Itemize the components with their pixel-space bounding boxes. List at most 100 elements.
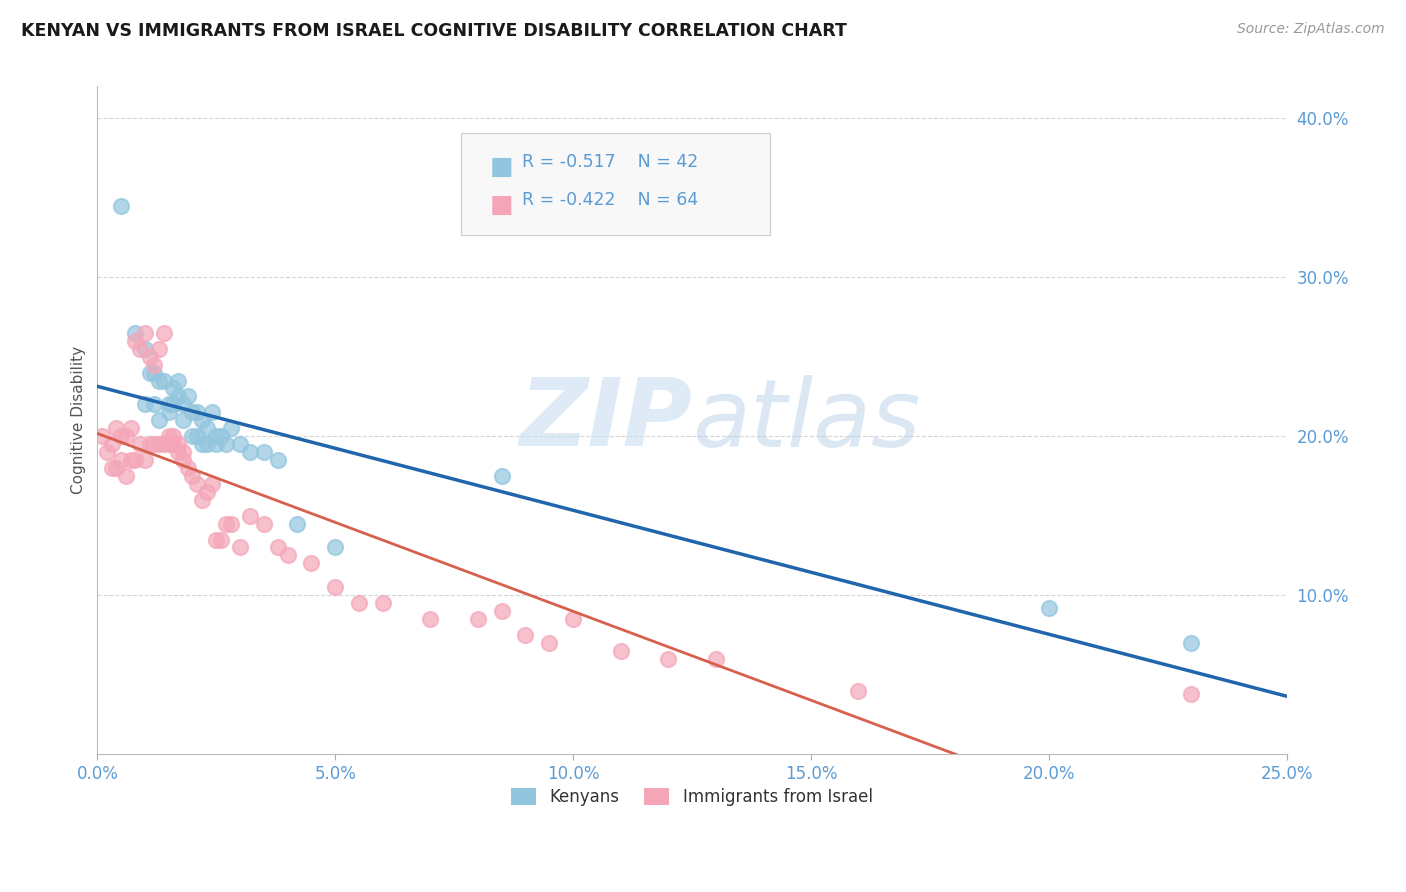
Point bbox=[120, 421, 142, 435]
Text: ■: ■ bbox=[489, 193, 513, 217]
Point bbox=[323, 580, 346, 594]
Point bbox=[195, 484, 218, 499]
Point bbox=[419, 612, 441, 626]
Point bbox=[110, 199, 132, 213]
Point bbox=[105, 461, 128, 475]
Point bbox=[491, 469, 513, 483]
Point bbox=[124, 334, 146, 348]
Point bbox=[181, 429, 204, 443]
Point bbox=[200, 476, 222, 491]
Point bbox=[848, 683, 870, 698]
Point bbox=[100, 437, 122, 451]
Point bbox=[110, 453, 132, 467]
Text: Source: ZipAtlas.com: Source: ZipAtlas.com bbox=[1237, 22, 1385, 37]
Point bbox=[195, 437, 218, 451]
Point bbox=[138, 350, 160, 364]
Point bbox=[172, 445, 194, 459]
Point bbox=[129, 437, 152, 451]
Text: R = -0.517    N = 42: R = -0.517 N = 42 bbox=[522, 153, 697, 171]
Point bbox=[1038, 601, 1060, 615]
Y-axis label: Cognitive Disability: Cognitive Disability bbox=[72, 346, 86, 494]
Point bbox=[299, 557, 322, 571]
Point bbox=[167, 389, 190, 403]
Text: ■: ■ bbox=[489, 155, 513, 179]
Point bbox=[148, 342, 170, 356]
Point bbox=[191, 413, 214, 427]
Point bbox=[153, 326, 176, 340]
Text: ZIP: ZIP bbox=[519, 375, 692, 467]
Point bbox=[110, 429, 132, 443]
Point bbox=[157, 429, 180, 443]
Point bbox=[191, 437, 214, 451]
Legend: Kenyans, Immigrants from Israel: Kenyans, Immigrants from Israel bbox=[505, 781, 880, 813]
Point bbox=[129, 342, 152, 356]
Point bbox=[253, 516, 276, 531]
Point bbox=[205, 437, 228, 451]
Point bbox=[172, 397, 194, 411]
Point bbox=[285, 516, 308, 531]
Point bbox=[186, 405, 208, 419]
Point bbox=[191, 492, 214, 507]
Point bbox=[105, 421, 128, 435]
Point bbox=[100, 461, 122, 475]
Point bbox=[209, 429, 232, 443]
Point bbox=[148, 374, 170, 388]
Point bbox=[162, 437, 184, 451]
Point bbox=[115, 429, 138, 443]
Point bbox=[162, 382, 184, 396]
Point bbox=[153, 374, 176, 388]
Point bbox=[229, 437, 252, 451]
Point bbox=[538, 636, 561, 650]
Point bbox=[323, 541, 346, 555]
Point bbox=[239, 508, 262, 523]
Point bbox=[167, 445, 190, 459]
Point bbox=[704, 652, 727, 666]
Point bbox=[157, 437, 180, 451]
Point bbox=[1180, 687, 1202, 701]
Point bbox=[138, 366, 160, 380]
Point bbox=[143, 358, 166, 372]
Point bbox=[657, 652, 679, 666]
Point bbox=[134, 453, 156, 467]
Point bbox=[267, 453, 290, 467]
Point bbox=[215, 516, 238, 531]
Point bbox=[267, 541, 290, 555]
Point bbox=[162, 397, 184, 411]
Point bbox=[239, 445, 262, 459]
Point bbox=[177, 389, 200, 403]
Point bbox=[215, 437, 238, 451]
Point bbox=[124, 326, 146, 340]
Point bbox=[195, 421, 218, 435]
Point bbox=[162, 429, 184, 443]
Point bbox=[609, 644, 631, 658]
Text: KENYAN VS IMMIGRANTS FROM ISRAEL COGNITIVE DISABILITY CORRELATION CHART: KENYAN VS IMMIGRANTS FROM ISRAEL COGNITI… bbox=[21, 22, 846, 40]
Point bbox=[124, 453, 146, 467]
Point bbox=[200, 405, 222, 419]
Point bbox=[177, 461, 200, 475]
Point bbox=[253, 445, 276, 459]
Point bbox=[157, 397, 180, 411]
Point bbox=[157, 405, 180, 419]
Point bbox=[1180, 636, 1202, 650]
Point bbox=[153, 437, 176, 451]
Point bbox=[277, 549, 299, 563]
Point bbox=[96, 445, 118, 459]
Point bbox=[120, 453, 142, 467]
Point bbox=[205, 533, 228, 547]
Point bbox=[167, 437, 190, 451]
Point bbox=[167, 374, 190, 388]
Point bbox=[138, 437, 160, 451]
Point bbox=[143, 366, 166, 380]
Point bbox=[91, 429, 114, 443]
Point bbox=[229, 541, 252, 555]
Point bbox=[219, 516, 242, 531]
Point bbox=[515, 628, 537, 642]
Point bbox=[186, 476, 208, 491]
Point bbox=[491, 604, 513, 618]
Point bbox=[143, 437, 166, 451]
Point bbox=[172, 413, 194, 427]
Point bbox=[148, 413, 170, 427]
Text: R = -0.422    N = 64: R = -0.422 N = 64 bbox=[522, 191, 697, 209]
Point bbox=[219, 421, 242, 435]
Point bbox=[172, 453, 194, 467]
